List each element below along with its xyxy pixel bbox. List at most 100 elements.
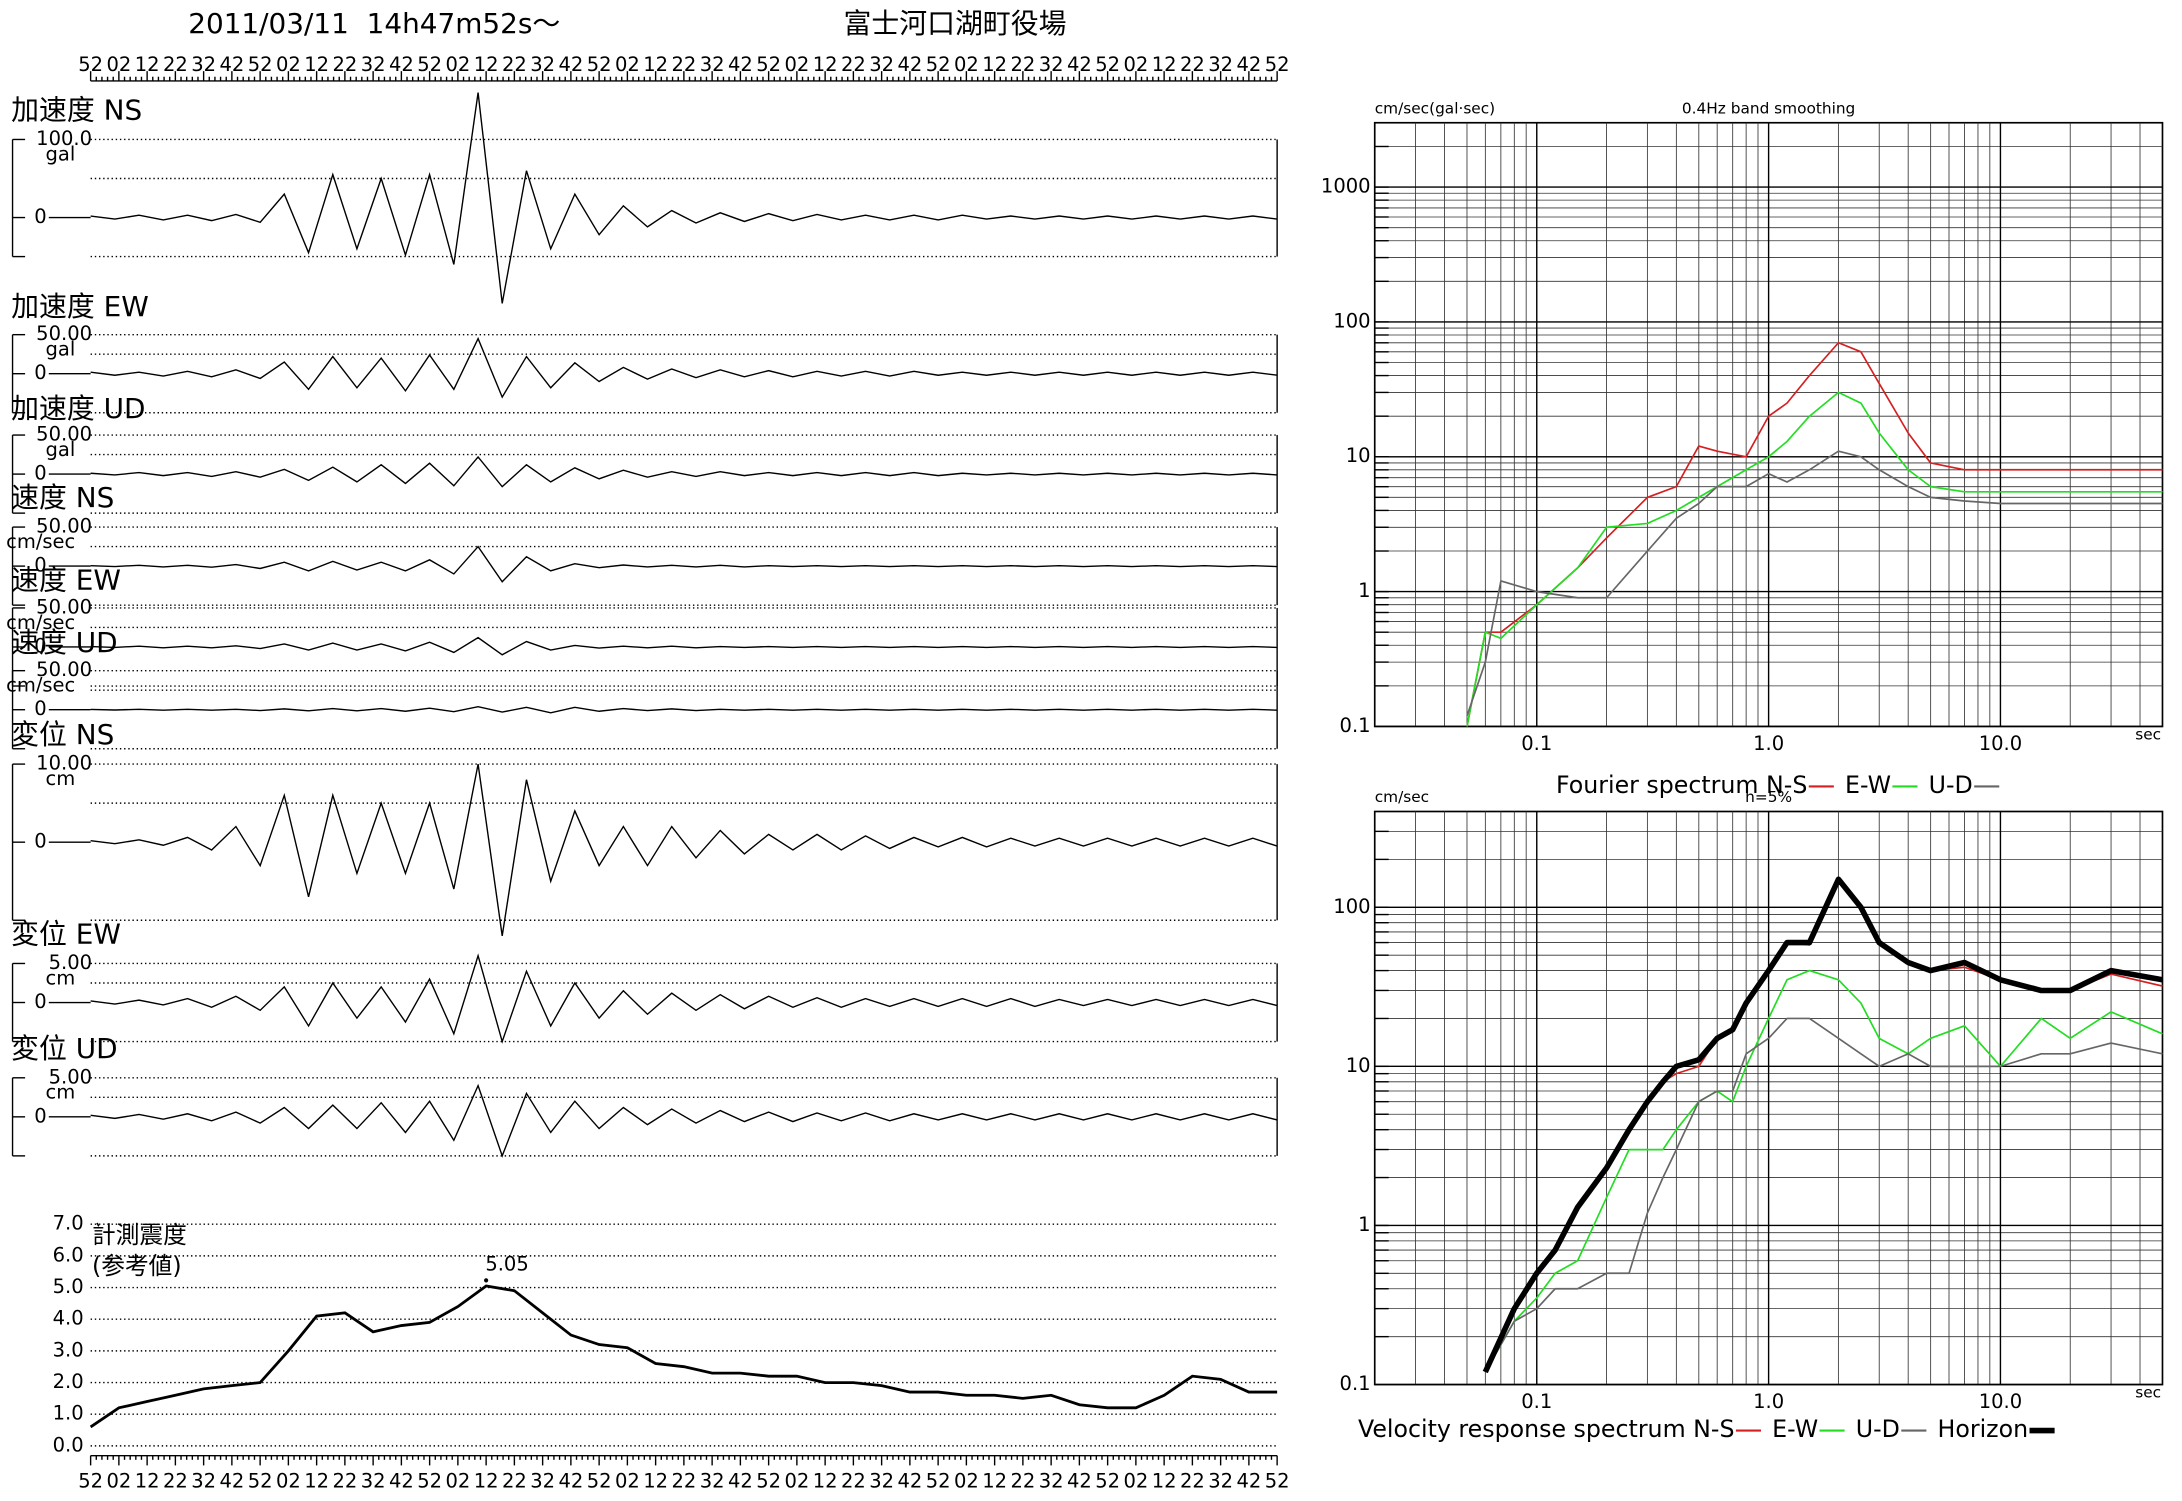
trace-zero-label: 0 [34,697,46,720]
x-axis-unit: sec [2135,1383,2161,1401]
trace-zero-label: 0 [34,205,46,228]
trace-unit-label: cm [46,1081,76,1104]
time-tick-label: 42 [558,53,583,76]
y-tick-label: 100 [1333,309,1370,332]
time-tick-label: 42 [897,53,922,76]
time-tick-label: 52 [756,1470,781,1493]
y-tick-label: 0.0 [53,1433,84,1456]
time-tick-label: 52 [587,53,612,76]
time-tick-label: 02 [445,53,470,76]
trace-label: 加速度 EW [11,290,149,323]
y-axis-unit: cm/sec [1375,788,1429,806]
time-tick-label: 12 [982,53,1007,76]
y-tick-label: 5.0 [53,1275,84,1298]
y-tick-label: 7.0 [53,1212,84,1235]
legend-label: E-W [1772,1415,1818,1443]
trace-unit-label: cm/sec [6,674,75,697]
y-tick-label: 10 [1346,1054,1371,1077]
waveform [90,953,1278,1044]
trace-unit-label: cm/sec [6,530,75,553]
waveform [90,92,1278,304]
trace-scale-label: 5.00 [49,951,92,974]
trace-scale-label: 50.00 [36,515,92,538]
time-tick-label: 12 [813,1470,838,1493]
trace-label: 変位 UD [11,1032,117,1065]
y-tick-label: 0.1 [1340,1372,1371,1395]
trace-label: 速度 UD [11,626,117,659]
time-tick-label: 22 [841,53,866,76]
time-tick-label: 42 [1067,53,1092,76]
time-tick-label: 52 [926,1470,951,1493]
spectrum-line [1484,878,2163,1373]
time-tick-label: 12 [304,1470,329,1493]
time-tick-label: 02 [106,1470,131,1493]
spectrum-line [1466,450,2163,716]
time-tick-label: 52 [1265,1470,1290,1493]
y-tick-label: 0.1 [1340,714,1371,737]
time-tick-label: 52 [78,1470,103,1493]
spectrum-line [1484,1017,2163,1373]
intensity-title: (参考値) [92,1252,182,1280]
time-tick-label: 52 [417,53,442,76]
time-tick-label: 32 [869,53,894,76]
y-tick-label: 6.0 [53,1243,84,1266]
time-tick-label: 52 [78,53,103,76]
legend-label: U-D [1856,1415,1900,1443]
time-tick-label: 52 [1265,53,1290,76]
trace-label: 変位 NS [11,718,114,751]
time-tick-label: 32 [361,53,386,76]
trace-label: 変位 EW [11,918,121,951]
time-tick-label: 12 [643,1470,668,1493]
trace-zero-label: 0 [34,1104,46,1127]
trace-scale-label: 10.00 [36,752,92,775]
trace-scale-label: 50.00 [36,595,92,618]
waveform [90,1083,1278,1158]
time-tick-label: 42 [219,53,244,76]
spectrum-line [1466,391,2163,727]
trace-scale-label: 50.00 [36,658,92,681]
time-tick-label: 02 [615,1470,640,1493]
station-name: 富士河口湖町役場 [844,7,1067,40]
trace-zero-label: 0 [34,462,46,485]
spectrum-line [1466,341,2163,727]
y-tick-label: 1000 [1321,175,1371,198]
time-tick-label: 42 [558,1470,583,1493]
time-tick-label: 42 [1067,1470,1092,1493]
x-tick-label: 1.0 [1753,732,1784,755]
record-datetime: 2011/03/11 14h47m52s～ [188,7,560,40]
y-tick-label: 1 [1358,1213,1370,1236]
y-tick-label: 1.0 [53,1402,84,1425]
trace-label: 速度 EW [11,563,121,596]
time-tick-label: 02 [954,1470,979,1493]
time-tick-label: 22 [1010,1470,1035,1493]
intensity-line [89,1284,1278,1429]
trace-zero-label: 0 [34,554,46,577]
legend-label: N-S [1693,1415,1734,1443]
time-tick-label: 42 [1236,1470,1261,1493]
time-tick-label: 52 [417,1470,442,1493]
time-tick-label: 22 [841,1470,866,1493]
time-tick-label: 52 [587,1470,612,1493]
time-tick-label: 02 [784,1470,809,1493]
time-tick-label: 12 [643,53,668,76]
time-tick-label: 42 [219,1470,244,1493]
waveform [90,705,1278,714]
x-tick-label: 0.1 [1521,1390,1552,1413]
x-axis-unit: sec [2135,725,2161,743]
time-tick-label: 12 [982,1470,1007,1493]
time-tick-label: 22 [1180,53,1205,76]
time-tick-label: 32 [1039,53,1064,76]
waveform [90,545,1278,583]
trace-unit-label: cm [46,966,76,989]
time-tick-label: 12 [135,1470,160,1493]
time-tick-label: 02 [954,53,979,76]
x-tick-label: 10.0 [1979,1390,2022,1413]
legend-title: Fourier spectrum [1556,771,1766,799]
trace-unit-label: gal [46,142,76,165]
time-tick-label: 02 [1123,53,1148,76]
trace-zero-label: 0 [34,990,46,1013]
time-tick-label: 42 [728,1470,753,1493]
y-tick-label: 100 [1333,895,1370,918]
plot-title: 0.4Hz band smoothing [1682,99,1855,117]
time-tick-label: 32 [869,1470,894,1493]
